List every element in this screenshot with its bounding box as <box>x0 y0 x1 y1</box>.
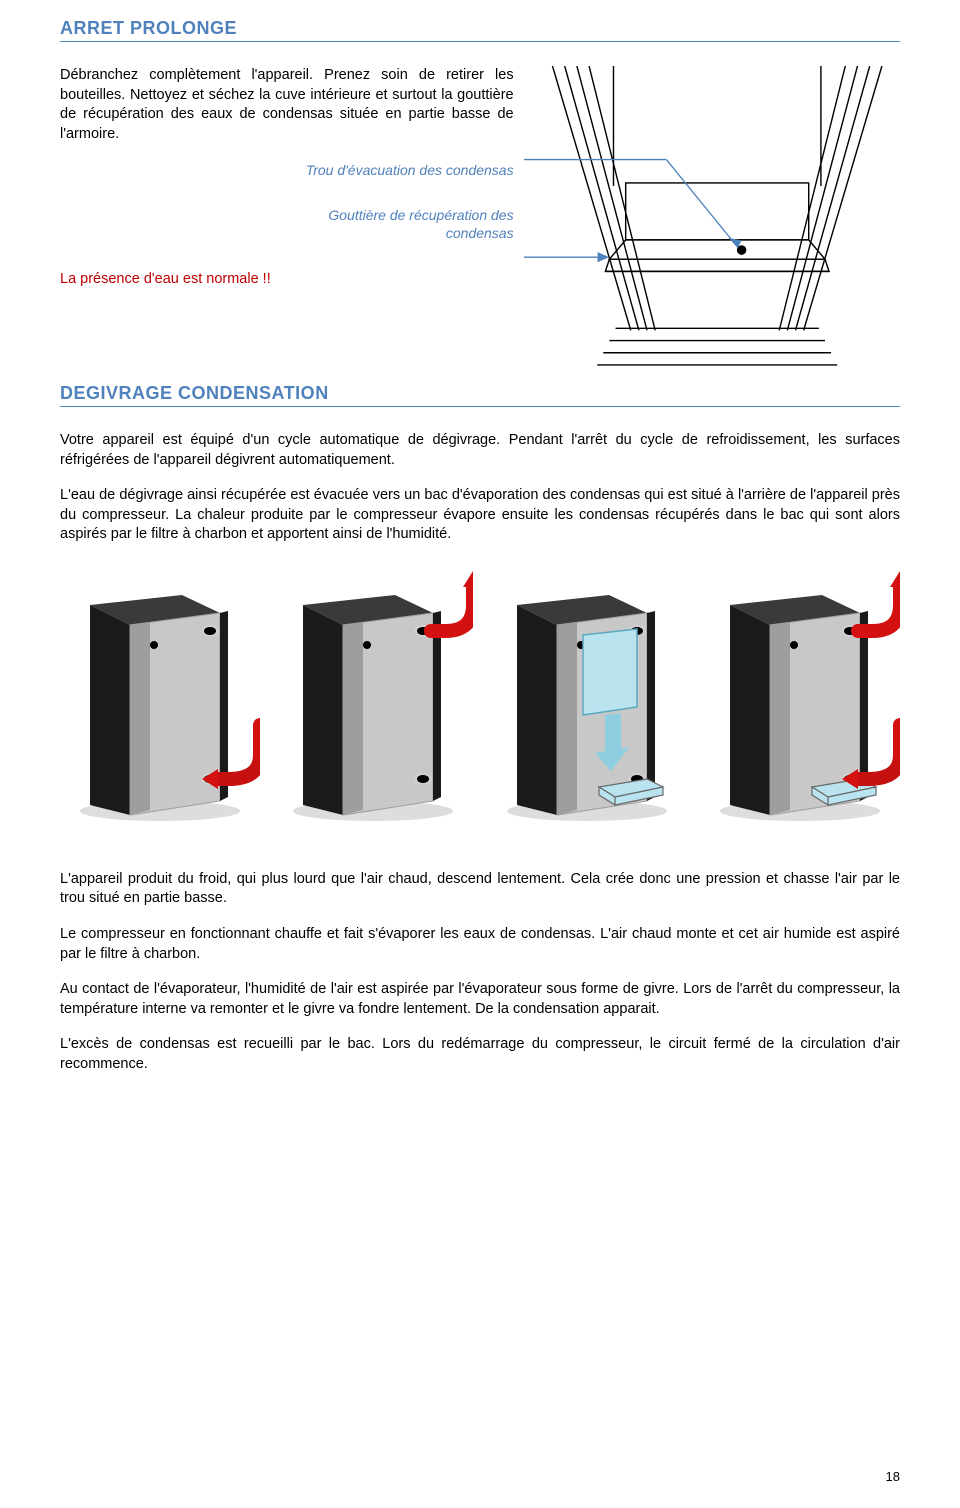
paragraph-2-1: Votre appareil est équipé d'un cycle aut… <box>60 431 900 470</box>
caption-gouttiere: Gouttière de récupération des condensas <box>60 206 514 242</box>
intro-left-col: Débranchez complètement l'appareil. Pren… <box>60 66 514 311</box>
warning-presence-eau: La présence d'eau est normale !! <box>60 271 514 287</box>
heading-arret-prolonge: ARRET PROLONGE <box>60 18 900 42</box>
cabinet-icon <box>273 565 473 825</box>
cabinet-illustration <box>273 565 473 830</box>
cabinet-icon <box>60 565 260 825</box>
paragraph-2-2: L'eau de dégivrage ainsi récupérée est é… <box>60 486 900 545</box>
caption-gouttiere-l2: condensas <box>446 225 514 241</box>
cabinet-illustration <box>700 565 900 830</box>
paragraph-intro: Débranchez complètement l'appareil. Pren… <box>60 66 514 144</box>
cabinet-illustration <box>60 565 260 830</box>
cabinet-illustrations <box>60 565 900 830</box>
cabinet-icon <box>700 565 900 825</box>
cabinet-icon <box>487 565 687 825</box>
cabinet-illustration <box>487 565 687 830</box>
page-number: 18 <box>886 1469 900 1484</box>
paragraph-2-3: L'appareil produit du froid, qui plus lo… <box>60 870 900 909</box>
caption-gouttiere-l1: Gouttière de récupération des <box>328 207 513 223</box>
paragraph-2-6: L'excès de condensas est recueilli par l… <box>60 1035 900 1074</box>
paragraph-2-5: Au contact de l'évaporateur, l'humidité … <box>60 980 900 1019</box>
heading-degivrage: DEGIVRAGE CONDENSATION <box>60 383 900 407</box>
caption-trou: Trou d'évacuation des condensas <box>60 162 514 178</box>
paragraph-2-4: Le compresseur en fonctionnant chauffe e… <box>60 925 900 964</box>
intro-row: Débranchez complètement l'appareil. Pren… <box>60 66 900 371</box>
drain-diagram <box>524 66 910 371</box>
